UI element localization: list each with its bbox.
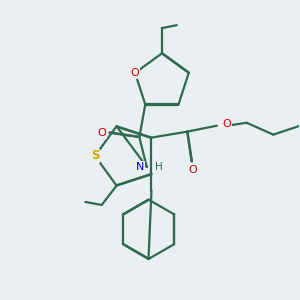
Text: O: O bbox=[222, 119, 231, 129]
Text: O: O bbox=[131, 68, 140, 78]
Text: S: S bbox=[91, 149, 99, 162]
Text: O: O bbox=[189, 165, 197, 175]
Text: H: H bbox=[155, 162, 163, 172]
Text: O: O bbox=[98, 128, 106, 138]
Text: N: N bbox=[136, 162, 144, 172]
